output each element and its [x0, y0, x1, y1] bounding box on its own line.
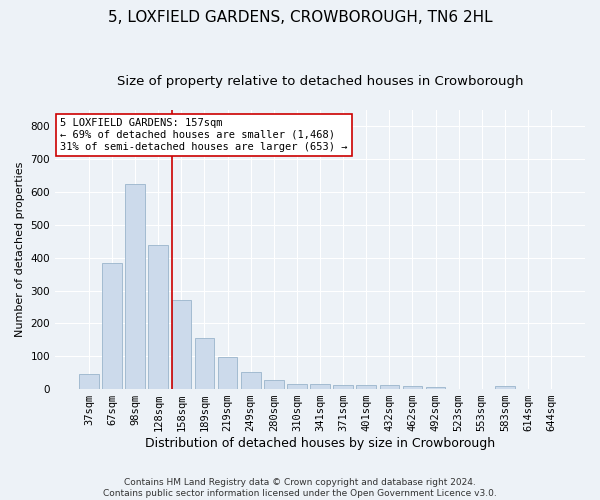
Bar — [264, 380, 284, 389]
Bar — [125, 184, 145, 389]
Bar — [403, 386, 422, 389]
Bar — [194, 338, 214, 389]
Y-axis label: Number of detached properties: Number of detached properties — [15, 162, 25, 337]
Bar — [426, 388, 445, 389]
Bar — [495, 386, 515, 389]
Bar — [148, 244, 168, 389]
Bar — [334, 385, 353, 389]
Bar — [356, 385, 376, 389]
Bar — [287, 384, 307, 389]
Text: 5, LOXFIELD GARDENS, CROWBOROUGH, TN6 2HL: 5, LOXFIELD GARDENS, CROWBOROUGH, TN6 2H… — [107, 10, 493, 25]
Text: 5 LOXFIELD GARDENS: 157sqm
← 69% of detached houses are smaller (1,468)
31% of s: 5 LOXFIELD GARDENS: 157sqm ← 69% of deta… — [61, 118, 348, 152]
Bar — [241, 372, 260, 389]
Bar — [102, 264, 122, 389]
Bar — [172, 300, 191, 389]
Text: Contains HM Land Registry data © Crown copyright and database right 2024.
Contai: Contains HM Land Registry data © Crown c… — [103, 478, 497, 498]
Bar — [380, 385, 399, 389]
Bar — [310, 384, 330, 389]
Bar — [218, 357, 238, 389]
X-axis label: Distribution of detached houses by size in Crowborough: Distribution of detached houses by size … — [145, 437, 495, 450]
Bar — [79, 374, 99, 389]
Title: Size of property relative to detached houses in Crowborough: Size of property relative to detached ho… — [117, 75, 523, 88]
